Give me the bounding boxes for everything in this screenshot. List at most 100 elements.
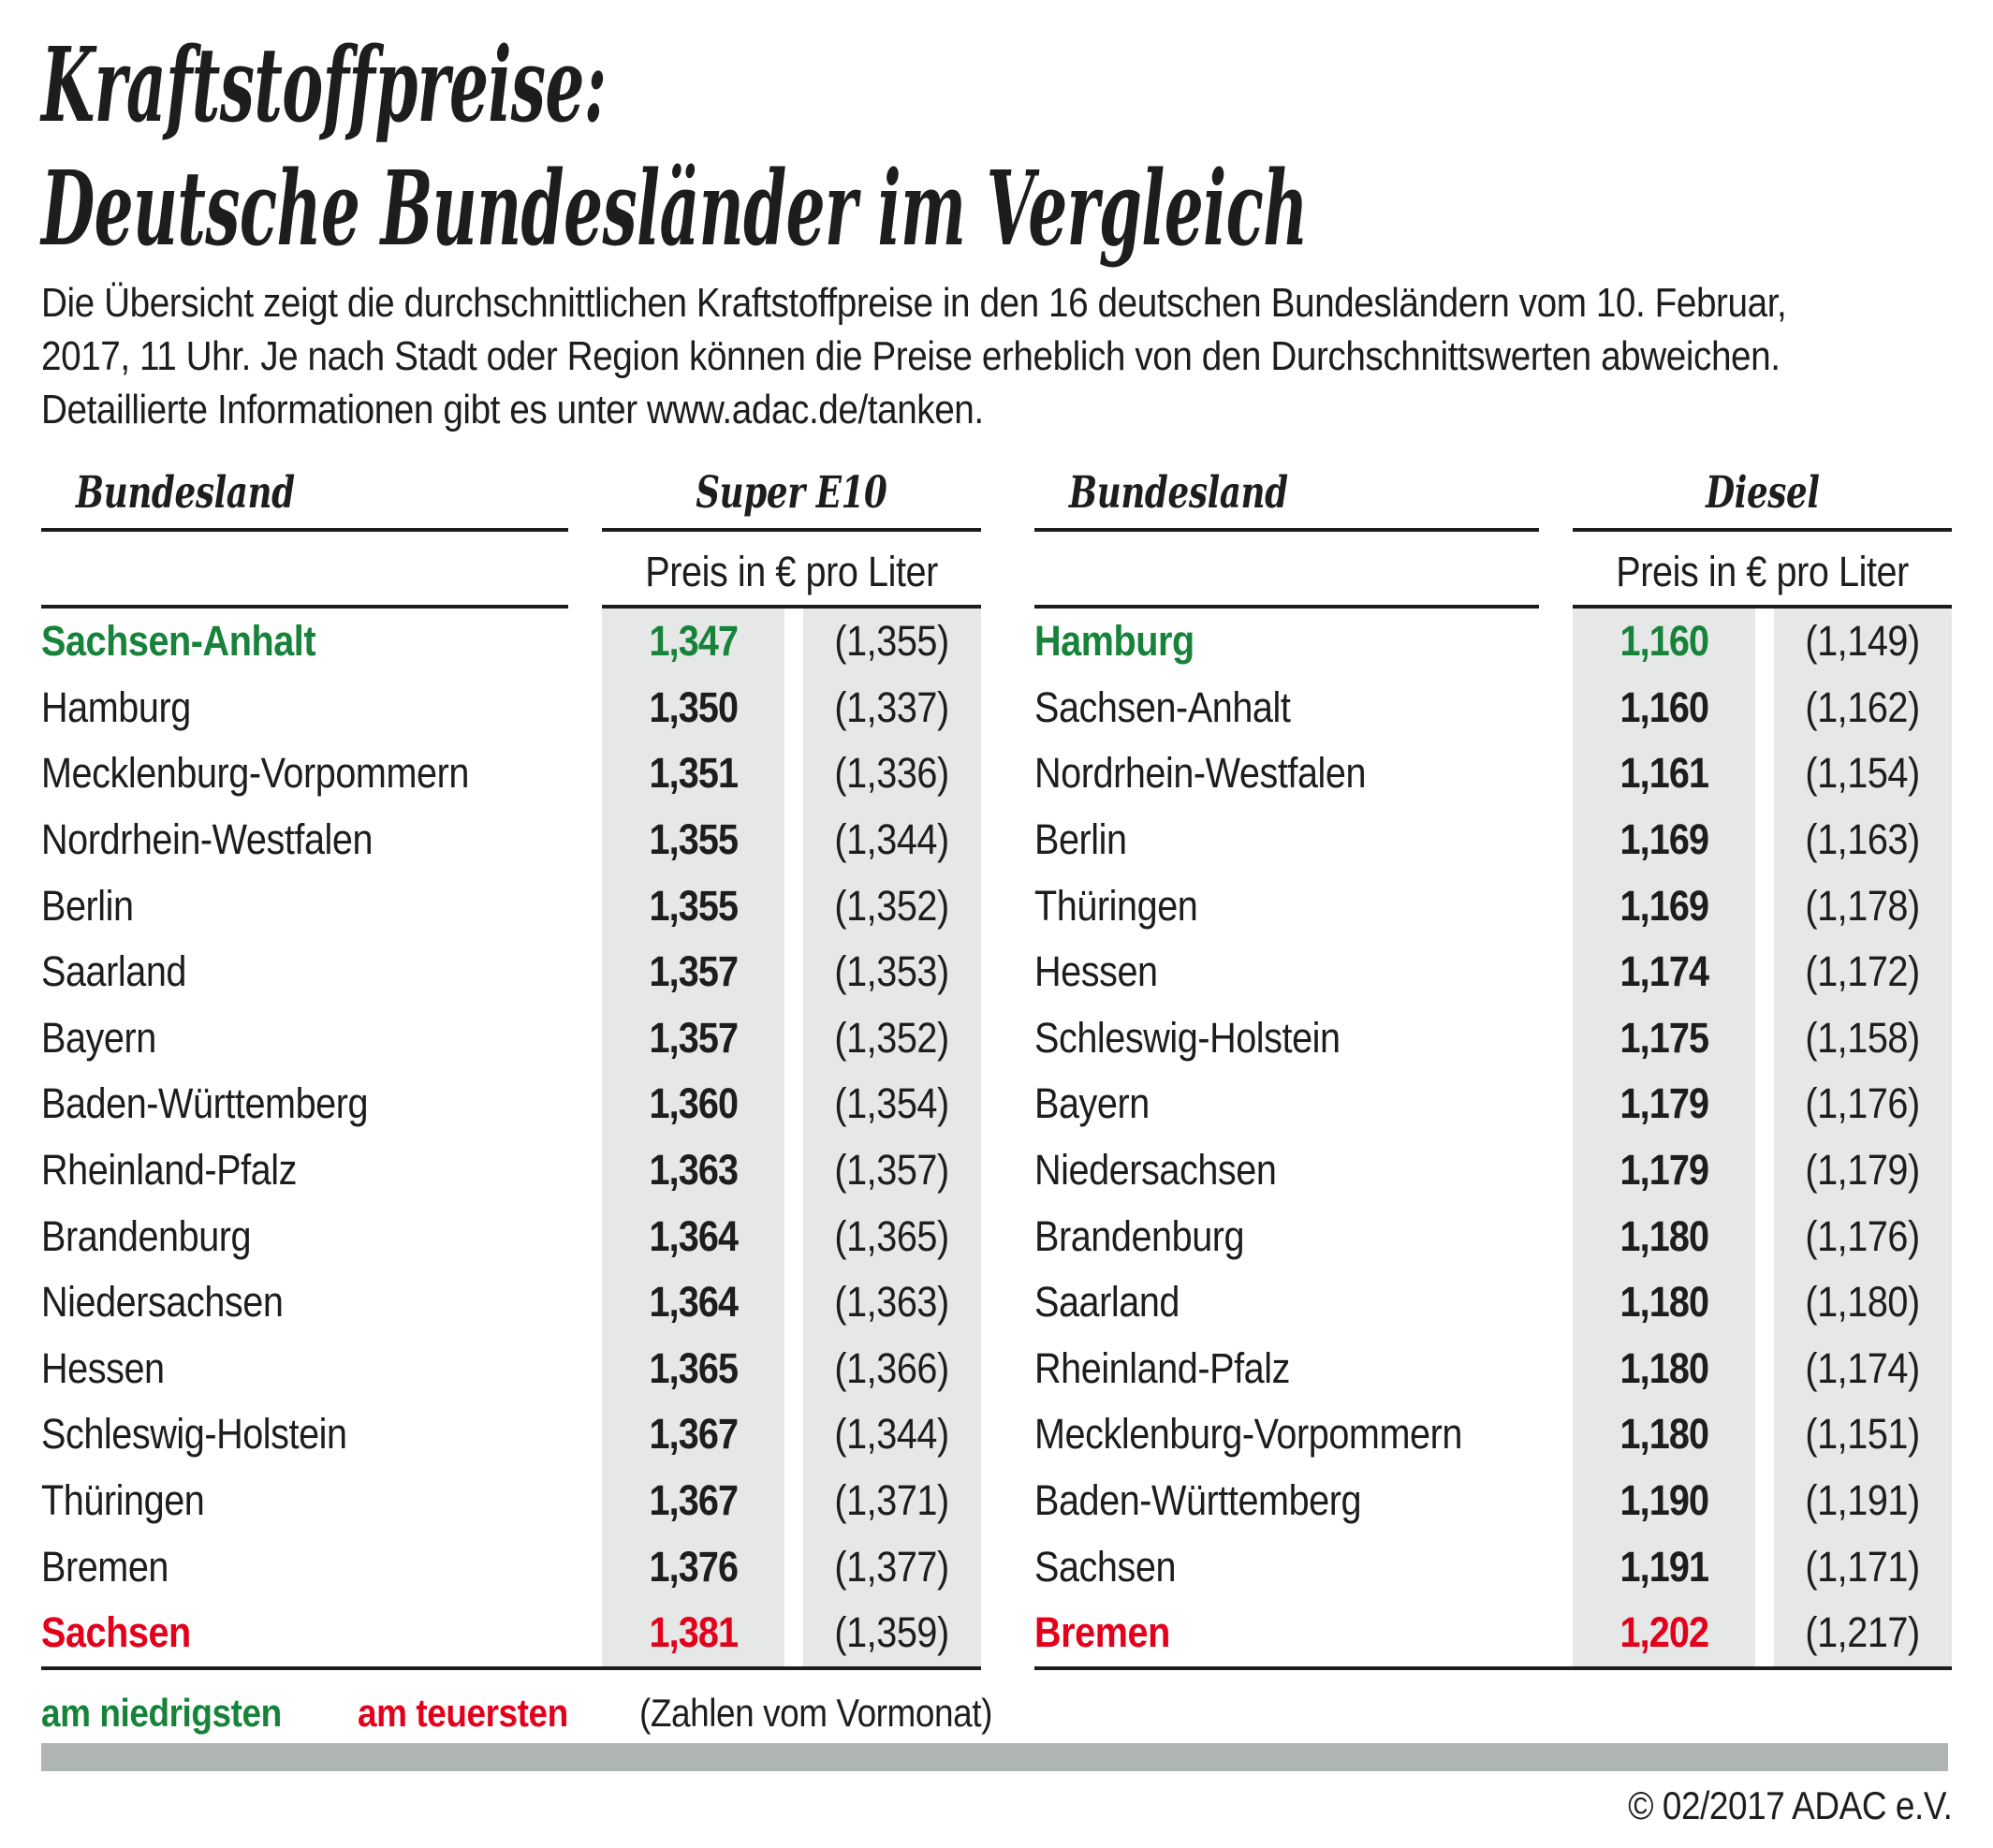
previous-month-price: (1,162) [1774,674,1952,741]
current-price: 1,180 [1573,1203,1755,1269]
state-name: Niedersachsen [1034,1146,1277,1195]
column-header-bundesland: Bundesland [41,467,568,532]
previous-month-price: (1,371) [803,1467,981,1534]
previous-month-price: (1,344) [803,1401,981,1468]
current-price: 1,355 [602,806,784,873]
previous-month-price: (1,337) [803,674,981,741]
column-header-unit: Preis in € pro Liter [602,532,981,609]
diesel-table: Bundesland Diesel Preis in € pro Liter H… [1034,467,1952,1670]
current-price: 1,180 [1573,1335,1755,1402]
state-name: Hamburg [1034,617,1194,666]
state-name: Brandenburg [1034,1211,1245,1260]
previous-month-price: (1,353) [803,938,981,1005]
current-price: 1,363 [602,1137,784,1204]
state-name: Baden-Württemberg [1034,1476,1362,1525]
state-name: Rheinland-Pfalz [41,1146,297,1195]
previous-month-price: (1,151) [1774,1401,1952,1468]
current-price: 1,376 [602,1533,784,1600]
previous-month-price: (1,354) [803,1071,981,1137]
legend-lowest-label: am niedrigsten [41,1691,282,1735]
intro-line: Detaillierte Informationen gibt es unter… [41,387,984,433]
previous-month-price: (1,154) [1774,741,1952,807]
copyright-notice: © 02/2017 ADAC e.V. [1627,1783,1953,1827]
state-name: Mecklenburg-Vorpommern [41,749,469,798]
intro-line: 2017, 11 Uhr. Je nach Stadt oder Region … [41,333,1781,379]
current-price: 1,160 [1573,674,1755,741]
state-name: Nordrhein-Westfalen [41,815,374,864]
current-price: 1,179 [1573,1071,1755,1137]
previous-month-price: (1,174) [1774,1335,1952,1402]
legend: am niedrigsten am teuersten (Zahlen vom … [41,1691,1041,1736]
previous-month-price: (1,366) [803,1335,981,1402]
state-name: Mecklenburg-Vorpommern [1034,1410,1462,1459]
previous-month-price: (1,377) [803,1533,981,1600]
state-name: Sachsen [41,1608,191,1657]
current-price: 1,350 [602,674,784,741]
state-name: Hessen [41,1343,165,1392]
footer-divider-bar [41,1743,1948,1771]
table-bottom-rule [41,1665,981,1670]
current-price: 1,202 [1573,1599,1755,1666]
previous-month-price: (1,171) [1774,1533,1952,1600]
state-name: Berlin [1034,815,1127,864]
current-price: 1,180 [1573,1269,1755,1336]
previous-month-price: (1,336) [803,741,981,807]
current-price: 1,355 [602,873,784,939]
current-price: 1,357 [602,1005,784,1072]
header-rule-spacer [41,532,568,609]
previous-month-price: (1,178) [1774,873,1952,939]
previous-month-price: (1,149) [1774,609,1952,675]
current-price: 1,180 [1573,1401,1755,1468]
state-name: Sachsen-Anhalt [1034,682,1291,731]
header-rule-spacer [1034,532,1539,609]
previous-month-price: (1,217) [1774,1599,1952,1666]
state-name: Thüringen [1034,881,1198,930]
current-price: 1,381 [602,1599,784,1666]
previous-month-price: (1,363) [803,1269,981,1336]
current-price: 1,160 [1573,609,1755,675]
current-price: 1,360 [602,1071,784,1137]
legend-highest-label: am teuersten [357,1691,568,1735]
current-price: 1,169 [1573,806,1755,873]
intro-paragraph: Die Übersicht zeigt die durchschnittlich… [41,276,1993,436]
state-name: Hessen [1034,947,1158,996]
state-name: Schleswig-Holstein [1034,1013,1341,1062]
state-name: Berlin [41,881,134,930]
current-price: 1,175 [1573,1005,1755,1072]
previous-month-price: (1,344) [803,806,981,873]
column-header-super-e10: Super E10 [602,467,981,532]
state-name: Bayern [1034,1079,1150,1128]
current-price: 1,367 [602,1467,784,1534]
current-price: 1,169 [1573,873,1755,939]
state-name: Nordrhein-Westfalen [1034,749,1367,798]
current-price: 1,179 [1573,1137,1755,1204]
state-name: Saarland [1034,1278,1180,1327]
previous-month-price: (1,163) [1774,806,1952,873]
current-price: 1,161 [1573,741,1755,807]
state-name: Sachsen-Anhalt [41,617,316,666]
page-title-line-1: Kraftstoffpreise: [41,24,607,145]
previous-month-price: (1,359) [803,1599,981,1666]
state-name: Rheinland-Pfalz [1034,1343,1290,1392]
current-price: 1,364 [602,1269,784,1336]
page-title-line-2: Deutsche Bundesländer im Vergleich [41,148,1308,269]
current-price: 1,357 [602,938,784,1005]
current-price: 1,365 [602,1335,784,1402]
state-name: Thüringen [41,1476,205,1525]
state-name: Bremen [1034,1608,1170,1657]
previous-month-price: (1,176) [1774,1203,1952,1269]
previous-month-price: (1,158) [1774,1005,1952,1072]
state-name: Bayern [41,1013,156,1062]
state-name: Sachsen [1034,1542,1177,1591]
current-price: 1,347 [602,609,784,675]
previous-month-price: (1,179) [1774,1137,1952,1204]
current-price: 1,367 [602,1401,784,1468]
previous-month-price: (1,191) [1774,1467,1952,1534]
previous-month-price: (1,352) [803,873,981,939]
state-name: Saarland [41,947,187,996]
current-price: 1,190 [1573,1467,1755,1534]
legend-previous-month-note: (Zahlen vom Vormonat) [639,1691,993,1735]
column-header-bundesland: Bundesland [1034,467,1539,532]
column-header-unit: Preis in € pro Liter [1573,532,1952,609]
